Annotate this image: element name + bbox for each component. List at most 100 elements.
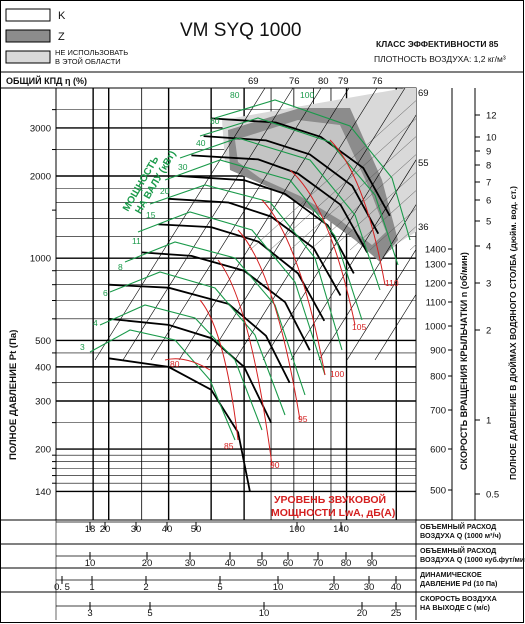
hatch-line	[309, 154, 416, 251]
power-line-label: 100	[300, 90, 314, 100]
rpm-curve-1300	[203, 135, 380, 235]
legend: K Z НЕ ИСПОЛЬЗОВАТЬ В ЭТОЙ ОБЛАСТИ	[5, 8, 128, 66]
system-line	[94, 88, 266, 361]
power-line-label: 3	[80, 342, 85, 352]
sound-label-line2: МОЩНОСТИ LwA, дБ(А)	[271, 507, 395, 519]
sound-curve-2	[217, 259, 273, 466]
efficiency-top-label: 80	[318, 76, 329, 87]
bottom-tick-label: 60	[283, 558, 294, 569]
power-line-label: 30	[178, 162, 188, 172]
bottom-tick-label: 3	[87, 608, 92, 619]
hatch-line	[369, 208, 416, 251]
power-line-label: 80	[230, 90, 240, 100]
hatch-line	[269, 118, 416, 251]
sound-line-label: 80	[170, 359, 180, 369]
system-line	[374, 293, 416, 361]
wc-tick-label: 4	[486, 242, 491, 253]
system-line	[234, 88, 406, 361]
bottom-tick-label: 100	[289, 524, 305, 535]
sound-line-label: 110	[385, 278, 399, 288]
rpm-curve-1000	[168, 197, 342, 296]
power-line-label: 8	[118, 262, 123, 272]
sound-line-label: 85	[224, 441, 234, 451]
wc-tick-label: 5	[486, 217, 491, 228]
y-tick-label: 1000	[30, 254, 51, 265]
bottom-tick-label: 10	[273, 582, 284, 593]
y-axis-label: ПОЛНОЕ ДАВЛЕНИЕ Pt (Па)	[8, 330, 19, 460]
bottom-tick-label: 80	[341, 558, 352, 569]
bottom-tick-label: 10	[259, 608, 270, 619]
efficiency-top-label: 76	[372, 76, 383, 87]
sound-line-label: 95	[298, 414, 308, 424]
wc-tick-label: 2	[486, 326, 491, 337]
rpm-tick-label: 500	[430, 486, 446, 497]
system-line	[150, 88, 322, 361]
system-line	[346, 249, 416, 361]
bottom-tick-label: 40	[391, 582, 402, 593]
efficiency-top-label: 69	[248, 76, 259, 87]
system-line	[262, 114, 416, 361]
bottom-tick-label: 20	[357, 608, 368, 619]
wc-tick-label: 8	[486, 161, 491, 172]
bottom-scale-label: ОБЪЕМНЫЙ РАСХОД ВОЗДУХА Q (1000 м³/ч)	[420, 522, 502, 540]
bottom-tick-label: 20	[329, 582, 340, 593]
restricted-regions	[222, 88, 416, 262]
wc-tick-label: 0.5	[486, 490, 499, 501]
efficiency-right-label: 55	[418, 158, 429, 169]
bottom-tick-label: 30	[185, 558, 196, 569]
efficiency-class: КЛАСС ЭФФЕКТИВНОСТИ 85	[376, 39, 499, 49]
hatch-line	[329, 172, 416, 251]
axes: 1402003004005001000200030005006007008009…	[30, 88, 499, 520]
system-line	[206, 88, 378, 361]
rpm-curve-800	[141, 251, 311, 351]
hatch-line	[289, 136, 416, 251]
legend-swatch-z	[5, 29, 51, 43]
bottom-tick-label: 30	[364, 582, 375, 593]
power-line-label: 6	[103, 288, 108, 298]
rpm-tick-label: 1300	[425, 260, 446, 271]
power-curve-6	[164, 159, 363, 321]
bottom-scale-label: ОБЪЕМНЫЙ РАСХОД ВОЗДУХА Q (1000 куб.фут/м…	[420, 546, 525, 564]
bottom-tick-label: 90	[367, 558, 378, 569]
sound-curve-4	[261, 199, 326, 376]
power-line-label: 4	[93, 318, 98, 328]
bottom-tick-label: 40	[162, 524, 173, 535]
bottom-tick-label: 5	[217, 582, 222, 593]
rpm-tick-label: 1400	[425, 245, 446, 256]
efficiency-top-label: 76	[289, 76, 300, 87]
rpm-curve-600	[108, 317, 272, 423]
shaft-power-label: МОЩНОСТЬНА ВАЛУ (кВт)	[121, 143, 178, 219]
power-curve-8	[199, 117, 399, 266]
rpm-tick-label: 900	[430, 346, 446, 357]
power-curve-1	[99, 304, 263, 431]
sound-curve-5	[289, 169, 356, 326]
wc-tick-label: 12	[486, 111, 497, 122]
air-density: ПЛОТНОСТЬ ВОЗДУХА: 1,2 кг/м³	[374, 54, 506, 64]
sound-line-label: 105	[352, 322, 366, 332]
bottom-tick-label: 0. 5	[54, 582, 70, 593]
rpm-curve-500	[108, 357, 251, 492]
power-curve-4	[137, 211, 326, 376]
hatch-line	[349, 190, 416, 251]
bottom-scale-label: СКОРОСТЬ ВОЗДУХА НА ВЫХОДЕ C (м/с)	[420, 594, 497, 612]
efficiency-top-label: 79	[338, 76, 349, 87]
legend-label-z: Z	[58, 31, 65, 43]
bottom-tick-label: 50	[191, 524, 202, 535]
wc-tick-label: 10	[486, 133, 497, 144]
system-line	[178, 88, 350, 361]
bottom-tick-label: 40	[225, 558, 236, 569]
sound-curve-6	[329, 139, 386, 286]
bottom-tick-label: 140	[333, 524, 349, 535]
power-curve-9	[214, 99, 411, 241]
sound-curve-3	[237, 229, 301, 421]
bottom-tick-label: 18	[85, 524, 96, 535]
bottom-tick-label: 5	[147, 608, 152, 619]
system-line	[290, 159, 416, 361]
rpm-tick-label: 800	[430, 372, 446, 383]
rpm-tick-label: 1100	[426, 298, 446, 309]
sound-line-label: 100	[330, 369, 344, 379]
rpm-tick-label: 1000	[425, 322, 446, 333]
y-tick-label: 300	[35, 397, 51, 408]
